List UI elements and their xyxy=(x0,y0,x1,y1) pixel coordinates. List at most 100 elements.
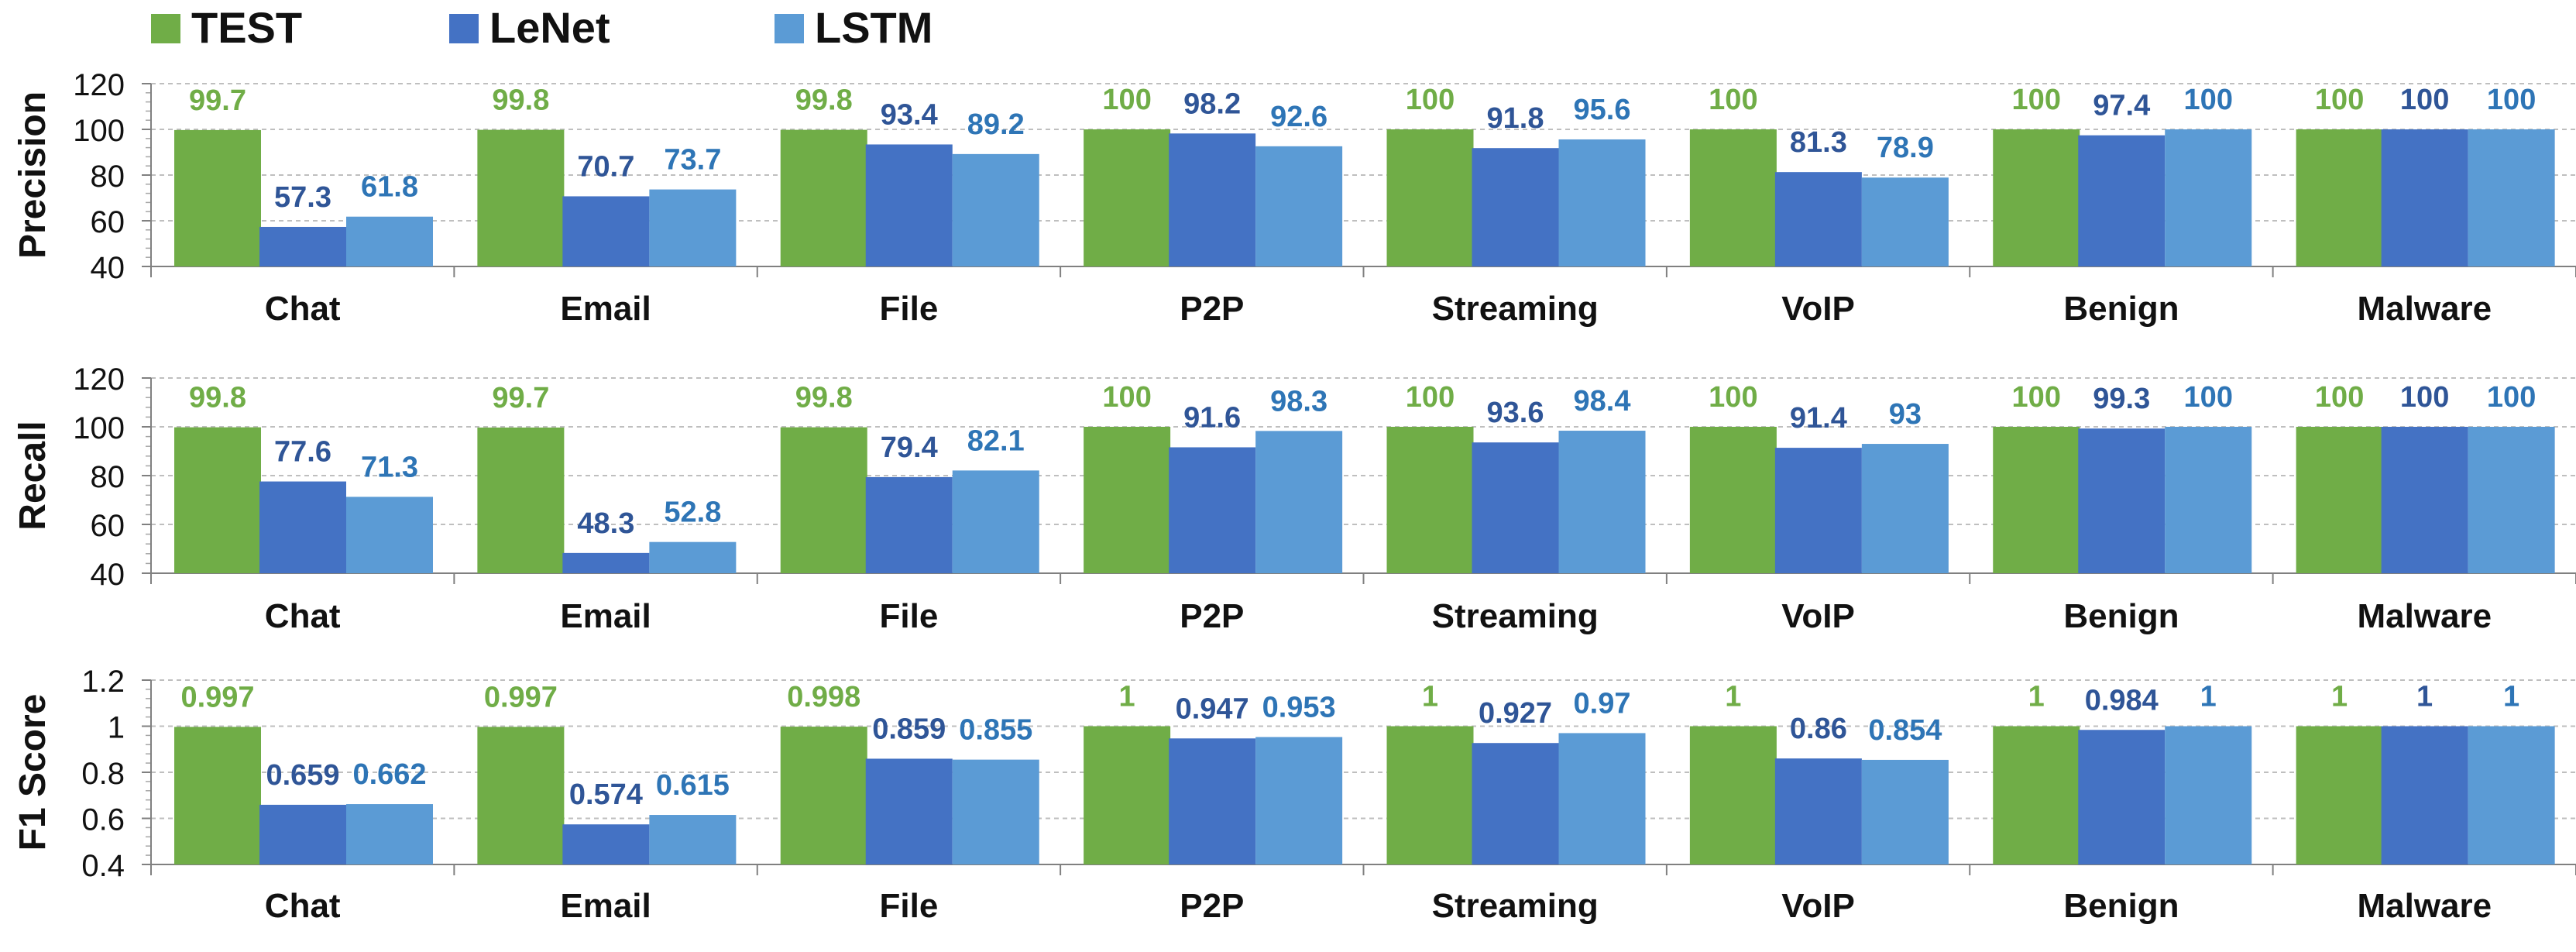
data-label-lenet: 70.7 xyxy=(577,150,634,183)
x-tick-label-p2p: P2P xyxy=(1180,290,1244,328)
bar-test-chat xyxy=(174,129,261,266)
data-label-test: 1 xyxy=(1119,681,1135,713)
bar-lenet-p2p xyxy=(1169,133,1256,266)
data-label-test: 99.8 xyxy=(189,382,246,414)
legend-label: LSTM xyxy=(815,3,933,52)
data-label-lstm: 52.8 xyxy=(664,497,721,529)
data-label-lenet: 0.984 xyxy=(2085,684,2159,717)
data-label-lstm: 95.6 xyxy=(1574,94,1631,126)
bar-test-p2p xyxy=(1084,726,1171,864)
data-label-lstm: 61.8 xyxy=(361,171,418,204)
data-label-test: 1 xyxy=(2028,681,2045,713)
bar-lenet-email xyxy=(562,824,650,864)
x-tick-label-voip: VoIP xyxy=(1781,290,1855,328)
bar-lenet-streaming xyxy=(1472,442,1559,573)
category-group-streaming: 100 93.6 98.4 Streaming xyxy=(1386,381,1646,635)
y-axis-title: Recall xyxy=(12,421,53,530)
data-label-lstm: 0.854 xyxy=(1868,714,1942,747)
category-group-voip: 100 81.3 78.9 VoIP xyxy=(1689,84,1949,328)
category-group-file: 99.8 79.4 82.1 File xyxy=(780,382,1039,635)
data-label-lenet: 79.4 xyxy=(881,431,938,464)
data-label-lenet: 91.6 xyxy=(1183,401,1241,434)
bar-lenet-email xyxy=(562,552,650,573)
bar-lstm-email xyxy=(649,541,737,573)
category-group-malware: 1 1 1 Malware xyxy=(2296,681,2555,925)
bar-test-malware xyxy=(2296,726,2383,864)
bar-test-p2p xyxy=(1084,129,1171,266)
data-label-test: 0.997 xyxy=(484,681,558,713)
data-label-test: 100 xyxy=(2315,84,2364,116)
data-label-lstm: 98.3 xyxy=(1270,385,1327,418)
x-tick-label-streaming: Streaming xyxy=(1432,597,1599,635)
bar-lenet-chat xyxy=(259,226,346,266)
bar-lstm-email xyxy=(649,189,737,266)
bar-lenet-voip xyxy=(1774,172,1862,266)
x-tick-label-chat: Chat xyxy=(265,597,341,635)
x-tick-label-malware: Malware xyxy=(2357,290,2492,328)
x-tick-label-email: Email xyxy=(560,290,651,328)
y-tick-label: 40 xyxy=(91,558,125,592)
bar-lstm-voip xyxy=(1861,177,1949,266)
bar-test-streaming xyxy=(1386,726,1474,864)
data-label-test: 0.997 xyxy=(180,681,254,713)
data-label-lstm: 0.953 xyxy=(1262,691,1336,723)
data-label-lenet: 0.859 xyxy=(872,713,946,745)
bar-lstm-benign xyxy=(2165,726,2252,864)
data-label-lstm: 0.855 xyxy=(959,714,1032,747)
bar-lenet-malware xyxy=(2381,726,2468,864)
bar-test-email xyxy=(477,727,565,864)
y-tick-label: 0.8 xyxy=(81,757,125,791)
panel-f1-score: 0.4 0.6 0.8 1 1.2 F1 Score 0.997 0.659 0.662 Chat… xyxy=(12,665,2576,925)
category-group-p2p: 100 98.2 92.6 P2P xyxy=(1084,84,1343,328)
bar-lenet-voip xyxy=(1774,758,1862,864)
data-label-test: 100 xyxy=(1406,381,1455,414)
bar-lenet-file xyxy=(865,144,953,266)
category-group-file: 0.998 0.859 0.855 File xyxy=(780,681,1039,925)
x-tick-label-chat: Chat xyxy=(265,887,341,925)
x-tick-label-file: File xyxy=(880,887,939,925)
data-label-test: 99.8 xyxy=(492,84,549,117)
bar-lstm-malware xyxy=(2468,427,2555,573)
data-label-test: 100 xyxy=(1102,84,1151,116)
data-label-lstm: 1 xyxy=(2200,681,2217,713)
bar-lenet-malware xyxy=(2381,427,2468,573)
y-tick-label: 0.6 xyxy=(81,803,125,837)
y-tick-label: 0.4 xyxy=(81,849,125,883)
bar-test-p2p xyxy=(1084,427,1171,573)
y-tick-label: 60 xyxy=(91,509,125,543)
data-label-lstm: 71.3 xyxy=(361,451,418,483)
data-label-lenet: 100 xyxy=(2400,84,2449,116)
bar-test-streaming xyxy=(1386,427,1474,573)
data-label-lenet: 99.3 xyxy=(2093,383,2150,415)
bar-test-file xyxy=(780,427,867,573)
x-tick-label-malware: Malware xyxy=(2357,597,2492,635)
data-label-test: 0.998 xyxy=(787,681,860,713)
category-group-chat: 99.7 57.3 61.8 Chat xyxy=(174,84,433,328)
legend-swatch xyxy=(449,14,479,43)
data-label-test: 99.8 xyxy=(795,84,853,117)
data-label-test: 100 xyxy=(2012,381,2061,414)
bar-lstm-chat xyxy=(346,216,433,266)
y-tick-label: 100 xyxy=(73,114,125,148)
data-label-lstm: 100 xyxy=(2184,381,2233,414)
data-label-lstm: 0.615 xyxy=(656,769,730,802)
bar-lstm-streaming xyxy=(1558,733,1646,864)
category-group-voip: 100 91.4 93 VoIP xyxy=(1689,381,1949,635)
y-tick-label: 1.2 xyxy=(81,665,125,699)
panel-recall: 40 60 80 100 120 Recall 99.8 77.6 71.3 Chat 99.7 48… xyxy=(12,363,2576,635)
x-tick-label-benign: Benign xyxy=(2063,290,2179,328)
bar-test-voip xyxy=(1689,726,1777,864)
data-label-lstm: 1 xyxy=(2503,681,2519,713)
bar-lstm-email xyxy=(649,815,737,864)
legend-swatch xyxy=(151,14,180,43)
category-group-p2p: 100 91.6 98.3 P2P xyxy=(1084,381,1343,635)
category-group-email: 0.997 0.574 0.615 Email xyxy=(477,681,737,925)
bar-lstm-chat xyxy=(346,497,433,573)
bar-lenet-chat xyxy=(259,804,346,864)
bar-lenet-streaming xyxy=(1472,743,1559,864)
category-group-email: 99.7 48.3 52.8 Email xyxy=(477,382,737,635)
bar-lenet-chat xyxy=(259,481,346,573)
